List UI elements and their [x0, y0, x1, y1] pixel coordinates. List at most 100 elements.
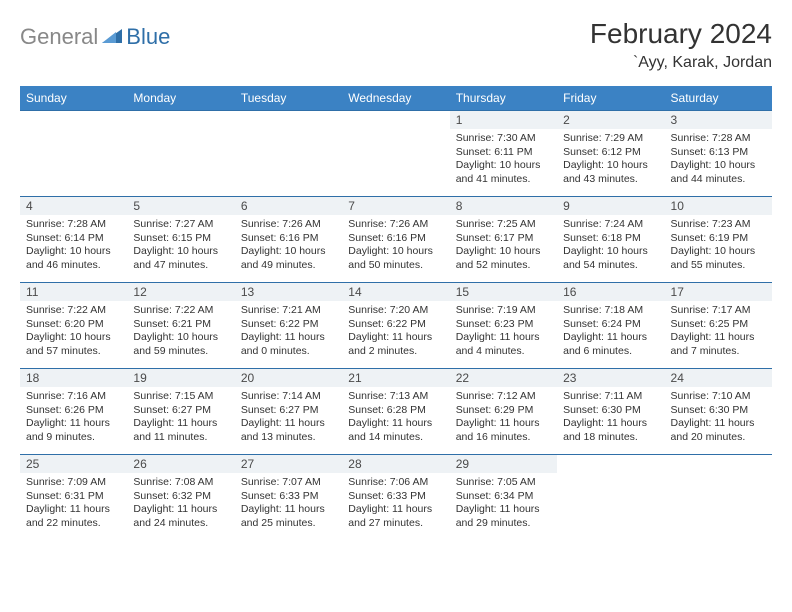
day-number: 19	[127, 369, 234, 387]
day-cell: 2Sunrise: 7:29 AMSunset: 6:12 PMDaylight…	[557, 111, 664, 197]
day-cell: 1Sunrise: 7:30 AMSunset: 6:11 PMDaylight…	[450, 111, 557, 197]
daylight-text: Daylight: 11 hours and 2 minutes.	[348, 331, 443, 358]
day-number: 26	[127, 455, 234, 473]
empty-day	[665, 455, 772, 473]
daylight-text: Daylight: 10 hours and 59 minutes.	[133, 331, 228, 358]
daylight-text: Daylight: 10 hours and 44 minutes.	[671, 159, 766, 186]
day-number: 23	[557, 369, 664, 387]
day-number: 12	[127, 283, 234, 301]
daylight-text: Daylight: 10 hours and 41 minutes.	[456, 159, 551, 186]
daylight-text: Daylight: 10 hours and 55 minutes.	[671, 245, 766, 272]
sunrise-text: Sunrise: 7:10 AM	[671, 390, 766, 404]
sunset-text: Sunset: 6:12 PM	[563, 146, 658, 160]
sunrise-text: Sunrise: 7:22 AM	[133, 304, 228, 318]
day-details: Sunrise: 7:08 AMSunset: 6:32 PMDaylight:…	[127, 473, 234, 535]
daylight-text: Daylight: 11 hours and 25 minutes.	[241, 503, 336, 530]
day-number: 22	[450, 369, 557, 387]
day-details: Sunrise: 7:23 AMSunset: 6:19 PMDaylight:…	[665, 215, 772, 277]
day-cell: 13Sunrise: 7:21 AMSunset: 6:22 PMDayligh…	[235, 283, 342, 369]
day-number: 14	[342, 283, 449, 301]
sunrise-text: Sunrise: 7:07 AM	[241, 476, 336, 490]
day-details: Sunrise: 7:30 AMSunset: 6:11 PMDaylight:…	[450, 129, 557, 191]
day-details: Sunrise: 7:28 AMSunset: 6:14 PMDaylight:…	[20, 215, 127, 277]
daylight-text: Daylight: 10 hours and 46 minutes.	[26, 245, 121, 272]
day-details: Sunrise: 7:19 AMSunset: 6:23 PMDaylight:…	[450, 301, 557, 363]
week-row: 25Sunrise: 7:09 AMSunset: 6:31 PMDayligh…	[20, 455, 772, 541]
daylight-text: Daylight: 11 hours and 16 minutes.	[456, 417, 551, 444]
day-number: 10	[665, 197, 772, 215]
day-cell: 22Sunrise: 7:12 AMSunset: 6:29 PMDayligh…	[450, 369, 557, 455]
daylight-text: Daylight: 10 hours and 52 minutes.	[456, 245, 551, 272]
day-cell: 6Sunrise: 7:26 AMSunset: 6:16 PMDaylight…	[235, 197, 342, 283]
day-cell	[557, 455, 664, 541]
day-number: 27	[235, 455, 342, 473]
day-cell: 20Sunrise: 7:14 AMSunset: 6:27 PMDayligh…	[235, 369, 342, 455]
day-details: Sunrise: 7:09 AMSunset: 6:31 PMDaylight:…	[20, 473, 127, 535]
sunrise-text: Sunrise: 7:16 AM	[26, 390, 121, 404]
day-cell: 19Sunrise: 7:15 AMSunset: 6:27 PMDayligh…	[127, 369, 234, 455]
sunrise-text: Sunrise: 7:27 AM	[133, 218, 228, 232]
sunset-text: Sunset: 6:26 PM	[26, 404, 121, 418]
sunrise-text: Sunrise: 7:15 AM	[133, 390, 228, 404]
day-details: Sunrise: 7:27 AMSunset: 6:15 PMDaylight:…	[127, 215, 234, 277]
day-number: 4	[20, 197, 127, 215]
day-cell: 3Sunrise: 7:28 AMSunset: 6:13 PMDaylight…	[665, 111, 772, 197]
empty-day	[235, 111, 342, 129]
sunset-text: Sunset: 6:34 PM	[456, 490, 551, 504]
daylight-text: Daylight: 11 hours and 18 minutes.	[563, 417, 658, 444]
sunset-text: Sunset: 6:33 PM	[241, 490, 336, 504]
sunrise-text: Sunrise: 7:30 AM	[456, 132, 551, 146]
day-cell: 7Sunrise: 7:26 AMSunset: 6:16 PMDaylight…	[342, 197, 449, 283]
day-details: Sunrise: 7:11 AMSunset: 6:30 PMDaylight:…	[557, 387, 664, 449]
day-number: 9	[557, 197, 664, 215]
day-number: 29	[450, 455, 557, 473]
sunrise-text: Sunrise: 7:26 AM	[241, 218, 336, 232]
day-cell	[665, 455, 772, 541]
day-details: Sunrise: 7:22 AMSunset: 6:20 PMDaylight:…	[20, 301, 127, 363]
day-cell: 10Sunrise: 7:23 AMSunset: 6:19 PMDayligh…	[665, 197, 772, 283]
daylight-text: Daylight: 10 hours and 50 minutes.	[348, 245, 443, 272]
sunset-text: Sunset: 6:18 PM	[563, 232, 658, 246]
sunset-text: Sunset: 6:22 PM	[241, 318, 336, 332]
day-details: Sunrise: 7:06 AMSunset: 6:33 PMDaylight:…	[342, 473, 449, 535]
sunset-text: Sunset: 6:19 PM	[671, 232, 766, 246]
sunrise-text: Sunrise: 7:21 AM	[241, 304, 336, 318]
daylight-text: Daylight: 11 hours and 14 minutes.	[348, 417, 443, 444]
sunset-text: Sunset: 6:16 PM	[348, 232, 443, 246]
daylight-text: Daylight: 11 hours and 13 minutes.	[241, 417, 336, 444]
day-header: Monday	[127, 86, 234, 111]
day-number: 5	[127, 197, 234, 215]
sunset-text: Sunset: 6:22 PM	[348, 318, 443, 332]
sunset-text: Sunset: 6:16 PM	[241, 232, 336, 246]
sunrise-text: Sunrise: 7:14 AM	[241, 390, 336, 404]
sunset-text: Sunset: 6:20 PM	[26, 318, 121, 332]
sunrise-text: Sunrise: 7:25 AM	[456, 218, 551, 232]
empty-day	[342, 111, 449, 129]
daylight-text: Daylight: 11 hours and 22 minutes.	[26, 503, 121, 530]
day-details: Sunrise: 7:21 AMSunset: 6:22 PMDaylight:…	[235, 301, 342, 363]
sunset-text: Sunset: 6:29 PM	[456, 404, 551, 418]
day-header: Sunday	[20, 86, 127, 111]
day-details: Sunrise: 7:17 AMSunset: 6:25 PMDaylight:…	[665, 301, 772, 363]
daylight-text: Daylight: 10 hours and 49 minutes.	[241, 245, 336, 272]
sunset-text: Sunset: 6:15 PM	[133, 232, 228, 246]
sunrise-text: Sunrise: 7:19 AM	[456, 304, 551, 318]
day-number: 24	[665, 369, 772, 387]
sunset-text: Sunset: 6:13 PM	[671, 146, 766, 160]
week-row: 1Sunrise: 7:30 AMSunset: 6:11 PMDaylight…	[20, 111, 772, 197]
day-cell: 25Sunrise: 7:09 AMSunset: 6:31 PMDayligh…	[20, 455, 127, 541]
sunrise-text: Sunrise: 7:13 AM	[348, 390, 443, 404]
sunset-text: Sunset: 6:17 PM	[456, 232, 551, 246]
daylight-text: Daylight: 11 hours and 0 minutes.	[241, 331, 336, 358]
empty-day	[127, 111, 234, 129]
day-cell: 23Sunrise: 7:11 AMSunset: 6:30 PMDayligh…	[557, 369, 664, 455]
sunrise-text: Sunrise: 7:05 AM	[456, 476, 551, 490]
daylight-text: Daylight: 11 hours and 6 minutes.	[563, 331, 658, 358]
day-number: 28	[342, 455, 449, 473]
day-header: Tuesday	[235, 86, 342, 111]
daylight-text: Daylight: 10 hours and 54 minutes.	[563, 245, 658, 272]
daylight-text: Daylight: 10 hours and 47 minutes.	[133, 245, 228, 272]
day-cell: 14Sunrise: 7:20 AMSunset: 6:22 PMDayligh…	[342, 283, 449, 369]
day-cell: 9Sunrise: 7:24 AMSunset: 6:18 PMDaylight…	[557, 197, 664, 283]
day-number: 8	[450, 197, 557, 215]
